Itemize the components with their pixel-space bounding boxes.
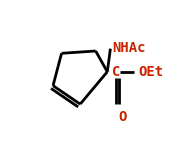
Text: O: O <box>118 110 127 124</box>
Text: C: C <box>112 65 120 79</box>
Text: NHAc: NHAc <box>112 41 145 55</box>
Text: OEt: OEt <box>138 65 163 79</box>
